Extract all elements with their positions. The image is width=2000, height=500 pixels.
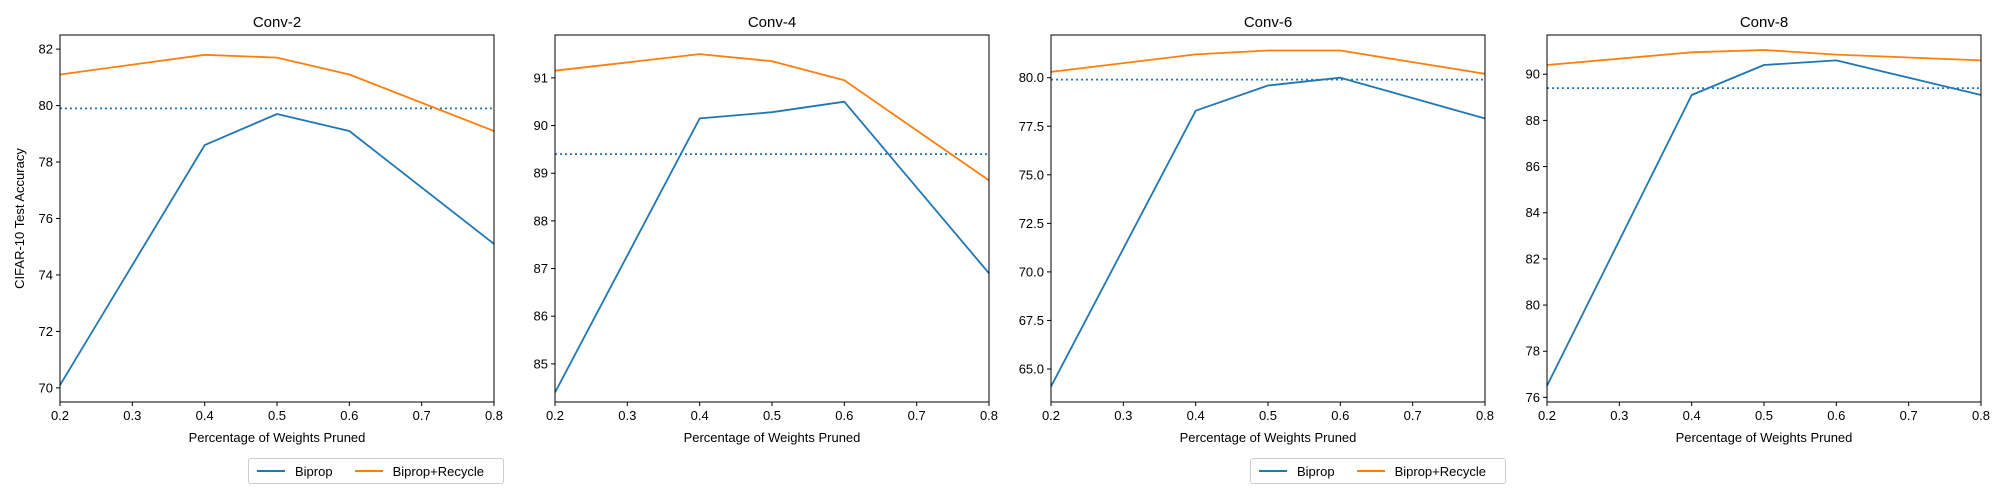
x-tick-label: 0.8 bbox=[1972, 408, 1990, 423]
y-tick-label: 72 bbox=[39, 324, 53, 339]
x-tick-label: 0.7 bbox=[413, 408, 431, 423]
y-tick-label: 70.0 bbox=[1019, 264, 1044, 279]
chart-title: Conv-6 bbox=[1244, 14, 1292, 31]
x-tick-label: 0.2 bbox=[51, 408, 69, 423]
legend-line-recycle-icon bbox=[1356, 470, 1385, 472]
x-tick-label: 0.6 bbox=[835, 408, 853, 423]
x-tick-label: 0.5 bbox=[268, 408, 286, 423]
x-tick-label: 0.6 bbox=[340, 408, 358, 423]
x-tick-label: 0.3 bbox=[1114, 408, 1132, 423]
x-tick-label: 0.7 bbox=[908, 408, 926, 423]
legend-entry-biprop: Biprop bbox=[257, 464, 333, 479]
y-tick-label: 80 bbox=[39, 98, 53, 113]
chart-title: Conv-2 bbox=[253, 14, 301, 31]
y-axis-label: CIFAR-10 Test Accuracy bbox=[12, 148, 27, 289]
y-tick-label: 70 bbox=[39, 380, 53, 395]
axes-frame bbox=[554, 34, 990, 403]
axes-frame bbox=[1546, 34, 1982, 403]
series-line-recycle bbox=[1546, 49, 1982, 66]
y-tick-label: 82 bbox=[39, 42, 53, 57]
x-tick-label: 0.4 bbox=[691, 408, 709, 423]
x-tick-label: 0.8 bbox=[1476, 408, 1494, 423]
x-tick-label: 0.8 bbox=[980, 408, 998, 423]
x-tick-label: 0.8 bbox=[485, 408, 503, 423]
x-tick-label: 0.3 bbox=[123, 408, 141, 423]
y-tick-label: 74 bbox=[39, 267, 53, 282]
legend-left: Biprop Biprop+Recycle bbox=[248, 458, 504, 484]
legend-line-recycle-icon bbox=[354, 470, 383, 472]
series-line-recycle bbox=[59, 53, 495, 132]
legend-label-biprop: Biprop bbox=[295, 463, 333, 479]
y-tick-label: 87 bbox=[534, 261, 548, 276]
x-tick-label: 0.3 bbox=[1610, 408, 1628, 423]
x-tick-label: 0.4 bbox=[1683, 408, 1701, 423]
y-tick-label: 88 bbox=[534, 213, 548, 228]
x-axis-label: Percentage of Weights Pruned bbox=[1676, 430, 1853, 445]
y-tick-label: 72.5 bbox=[1019, 216, 1044, 231]
y-tick-label: 86 bbox=[1526, 159, 1540, 174]
axes-frame bbox=[59, 34, 495, 403]
legend-line-biprop-icon bbox=[1259, 470, 1287, 472]
chart-title: Conv-4 bbox=[748, 14, 796, 31]
x-tick-label: 0.3 bbox=[618, 408, 636, 423]
x-tick-label: 0.4 bbox=[1187, 408, 1205, 423]
series-line-biprop bbox=[1050, 76, 1486, 387]
x-tick-label: 0.6 bbox=[1331, 408, 1349, 423]
y-tick-label: 82 bbox=[1526, 251, 1540, 266]
y-tick-label: 67.5 bbox=[1019, 313, 1044, 328]
x-tick-label: 0.2 bbox=[1042, 408, 1060, 423]
y-tick-label: 89 bbox=[534, 166, 548, 181]
y-tick-label: 86 bbox=[534, 309, 548, 324]
legend-label-recycle: Biprop+Recycle bbox=[1394, 463, 1486, 479]
y-tick-label: 80.0 bbox=[1019, 70, 1044, 85]
x-tick-label: 0.5 bbox=[1755, 408, 1773, 423]
x-tick-label: 0.2 bbox=[1538, 408, 1556, 423]
x-tick-label: 0.5 bbox=[763, 408, 781, 423]
legend-label-recycle: Biprop+Recycle bbox=[392, 463, 484, 479]
series-line-biprop bbox=[1546, 59, 1982, 387]
legend-right: Biprop Biprop+Recycle bbox=[1250, 458, 1506, 484]
x-tick-label: 0.7 bbox=[1404, 408, 1422, 423]
y-tick-label: 90 bbox=[1526, 67, 1540, 82]
x-tick-label: 0.2 bbox=[546, 408, 564, 423]
y-tick-label: 91 bbox=[534, 70, 548, 85]
axes-frame bbox=[1050, 34, 1486, 403]
series-line-recycle bbox=[554, 53, 990, 182]
legend-label-biprop: Biprop bbox=[1297, 463, 1335, 479]
series-line-biprop bbox=[554, 100, 990, 393]
x-tick-label: 0.5 bbox=[1259, 408, 1277, 423]
y-tick-label: 80 bbox=[1526, 298, 1540, 313]
y-tick-label: 88 bbox=[1526, 113, 1540, 128]
x-axis-label: Percentage of Weights Pruned bbox=[684, 430, 861, 445]
y-tick-label: 76 bbox=[1526, 390, 1540, 405]
x-axis-label: Percentage of Weights Pruned bbox=[189, 430, 366, 445]
legend-entry-recycle: Biprop+Recycle bbox=[1356, 463, 1486, 479]
y-tick-label: 76 bbox=[39, 211, 53, 226]
x-tick-label: 0.7 bbox=[1900, 408, 1918, 423]
x-axis-label: Percentage of Weights Pruned bbox=[1180, 430, 1357, 445]
y-tick-label: 84 bbox=[1526, 205, 1540, 220]
y-tick-label: 78 bbox=[39, 155, 53, 170]
series-line-biprop bbox=[59, 113, 495, 386]
y-tick-label: 85 bbox=[534, 356, 548, 371]
x-tick-label: 0.6 bbox=[1827, 408, 1845, 423]
legend-line-biprop-icon bbox=[257, 470, 285, 472]
chart-title: Conv-8 bbox=[1740, 14, 1788, 31]
x-tick-label: 0.4 bbox=[196, 408, 214, 423]
series-line-recycle bbox=[1050, 49, 1486, 75]
legend-entry-recycle: Biprop+Recycle bbox=[354, 463, 484, 479]
y-tick-label: 77.5 bbox=[1019, 119, 1044, 134]
y-tick-label: 78 bbox=[1526, 344, 1540, 359]
legend-entry-biprop: Biprop bbox=[1259, 464, 1335, 479]
y-tick-label: 75.0 bbox=[1019, 167, 1044, 182]
y-tick-label: 65.0 bbox=[1019, 361, 1044, 376]
y-tick-label: 90 bbox=[534, 118, 548, 133]
